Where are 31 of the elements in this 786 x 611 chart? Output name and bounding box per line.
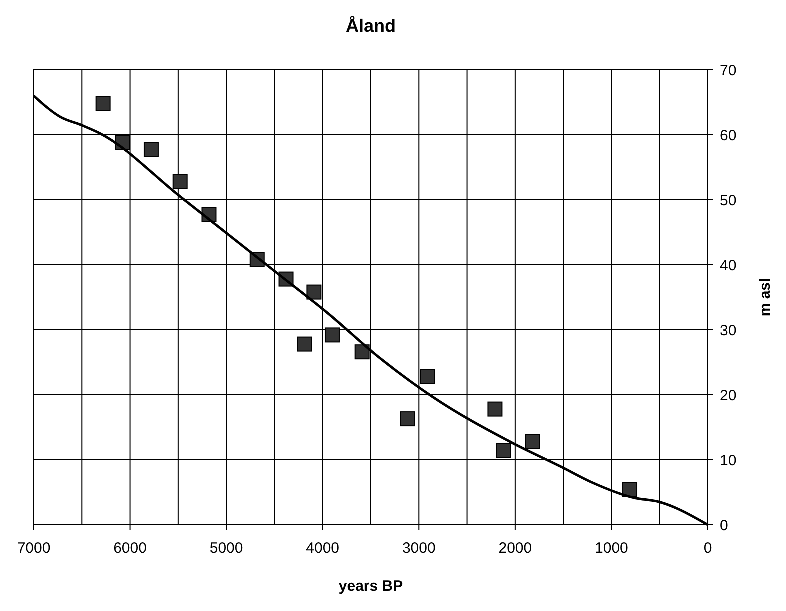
x-tick-label: 3000 bbox=[402, 540, 436, 557]
point bbox=[488, 402, 503, 417]
x-tick-label: 4000 bbox=[306, 540, 340, 557]
point bbox=[96, 96, 111, 112]
point bbox=[525, 434, 540, 450]
y-tick-label: 60 bbox=[720, 127, 737, 144]
x-tick-label: 7000 bbox=[17, 540, 51, 557]
point bbox=[354, 344, 370, 360]
x-tick-label: 0 bbox=[704, 540, 712, 557]
y-axis-title: m asl bbox=[757, 278, 774, 317]
x-tick-label: 6000 bbox=[114, 540, 147, 557]
x-tick-label: 1000 bbox=[595, 540, 628, 557]
y-tick-label: 30 bbox=[720, 322, 737, 340]
point bbox=[324, 328, 340, 343]
point bbox=[306, 284, 322, 300]
y-tick-label: 0 bbox=[720, 517, 728, 534]
y-tick-label: 10 bbox=[720, 452, 737, 470]
point bbox=[172, 174, 188, 190]
point bbox=[144, 142, 159, 158]
x-axis-title: years BP bbox=[338, 578, 404, 595]
x-tick-label: 5000 bbox=[210, 540, 244, 557]
point bbox=[496, 443, 512, 458]
y-tick-label: 20 bbox=[720, 387, 737, 404]
point bbox=[400, 412, 416, 427]
y-tick-label: 50 bbox=[720, 192, 737, 210]
y-tick-label: 40 bbox=[720, 257, 737, 274]
chart-title: Åland bbox=[346, 16, 396, 36]
y-tick-label: 70 bbox=[720, 62, 737, 80]
x-tick-label: 2000 bbox=[498, 540, 532, 557]
point bbox=[297, 336, 312, 352]
point bbox=[420, 369, 436, 384]
